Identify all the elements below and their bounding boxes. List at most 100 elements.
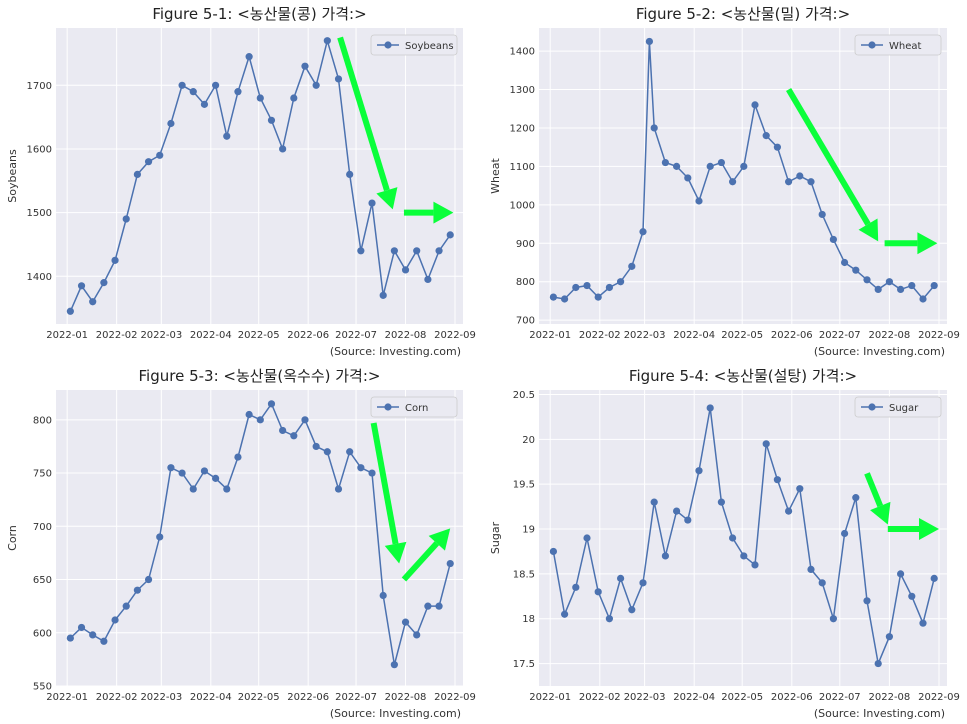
y-tick-label: 800 <box>516 277 535 288</box>
x-tick-label: 2022-02 <box>579 330 621 341</box>
y-tick-label: 17.5 <box>513 659 535 670</box>
y-tick-label: 20.5 <box>513 390 535 401</box>
x-tick-label: 2022-01 <box>46 330 88 341</box>
chart-title: Figure 5-3: <농산물(옥수수) 가격:> <box>139 367 381 385</box>
y-tick-label: 1100 <box>510 162 535 173</box>
y-tick-label: 600 <box>33 628 52 639</box>
trend-arrow-shaft <box>370 422 399 545</box>
data-point <box>77 282 86 290</box>
chart-corn: Figure 5-3: <농산물(옥수수) 가격:> 550 600 650 700 75… <box>6 367 476 720</box>
data-point <box>661 158 669 167</box>
data-point <box>829 235 837 244</box>
x-tick-label: 2022-09 <box>918 692 960 703</box>
data-point <box>549 293 557 301</box>
x-tick-label: 2022-06 <box>287 330 329 341</box>
trend-arrow <box>864 472 891 525</box>
legend-box <box>370 34 458 56</box>
data-point <box>852 494 860 502</box>
data-point <box>650 124 658 132</box>
x-tick-label: 2022-02 <box>96 330 138 341</box>
trend-arrow <box>887 518 939 541</box>
data-point <box>863 276 871 284</box>
y-tick-label: 900 <box>516 239 535 250</box>
source-note: (Source: Investing.com) <box>330 345 461 358</box>
x-tick-label: 2022-05 <box>721 330 763 341</box>
trend-arrow-shaft <box>337 36 390 192</box>
data-point <box>594 588 602 596</box>
trend-arrow-head <box>376 187 398 210</box>
legend-label: Sugar <box>889 403 919 414</box>
data-point <box>122 602 130 610</box>
data-point <box>673 507 681 515</box>
y-tick-label: 1400 <box>27 272 52 283</box>
data-point <box>695 197 703 205</box>
x-tick-label: 2022-04 <box>673 330 715 341</box>
data-point <box>807 565 815 573</box>
data-point <box>605 283 613 292</box>
x-tick-label: 2022-05 <box>238 692 280 703</box>
data-point <box>212 81 220 89</box>
data-point <box>639 579 647 587</box>
data-point <box>89 631 97 639</box>
x-tick-label: 2022-08 <box>385 330 427 341</box>
data-point <box>245 410 253 419</box>
y-axis-label: Corn <box>6 525 19 551</box>
data-point <box>751 101 759 109</box>
data-point <box>796 172 804 180</box>
legend-label: Soybeans <box>405 41 454 52</box>
x-tick-label: 2022-06 <box>287 692 329 703</box>
x-tick-label: 2022-08 <box>385 692 427 703</box>
data-point <box>841 258 849 267</box>
plot-area <box>539 28 947 324</box>
y-tick-label: 18 <box>522 614 535 625</box>
y-tick-label: 20 <box>522 435 535 446</box>
data-point <box>223 485 231 493</box>
data-point <box>424 602 432 610</box>
data-point <box>583 534 591 542</box>
data-point <box>930 574 938 582</box>
trend-arrow-head <box>433 201 454 224</box>
x-tick-label: 2022-03 <box>624 330 666 341</box>
trend-arrow-head <box>858 218 879 242</box>
data-point <box>785 507 793 515</box>
legend-box <box>854 396 942 418</box>
data-point <box>401 618 410 626</box>
data-point <box>200 467 209 475</box>
legend-marker <box>384 41 392 49</box>
chart-sugar: Figure 5-4: <농산물(설탕) 가격:> 17.5 18 18.5 19 19.… <box>489 367 960 720</box>
legend-label: Corn <box>405 403 428 414</box>
data-point <box>234 88 242 96</box>
data-point <box>908 592 916 600</box>
data-point <box>818 579 826 587</box>
data-point <box>645 37 653 46</box>
trend-arrow-head <box>919 518 939 541</box>
data-point <box>762 132 770 140</box>
x-tick-label: 2022-04 <box>190 692 232 703</box>
data-point <box>435 602 443 610</box>
data-point <box>796 485 804 493</box>
trend-arrow <box>401 528 451 582</box>
y-tick-label: 1200 <box>510 123 535 134</box>
data-point <box>290 432 298 440</box>
y-tick-label: 550 <box>33 682 52 693</box>
trend-arrow-shaft <box>786 87 871 226</box>
data-point <box>301 416 309 424</box>
x-tick-label: 2022-09 <box>434 692 476 703</box>
data-point <box>334 75 343 83</box>
x-tick-label: 2022-04 <box>190 330 232 341</box>
data-point <box>379 291 387 299</box>
x-tick-label: 2022-02 <box>579 692 621 703</box>
data-point <box>346 448 354 456</box>
data-point <box>863 597 871 605</box>
data-point <box>413 631 421 639</box>
legend-marker <box>384 403 392 411</box>
data-point <box>874 285 882 294</box>
x-tick-label: 2022-02 <box>96 692 138 703</box>
y-tick-label: 1000 <box>510 200 535 211</box>
data-point <box>189 88 197 96</box>
x-tick-label: 2022-03 <box>140 330 182 341</box>
data-point <box>661 552 669 560</box>
data-point <box>89 298 97 306</box>
x-tick-label: 2022-01 <box>46 692 88 703</box>
data-point <box>549 547 557 556</box>
